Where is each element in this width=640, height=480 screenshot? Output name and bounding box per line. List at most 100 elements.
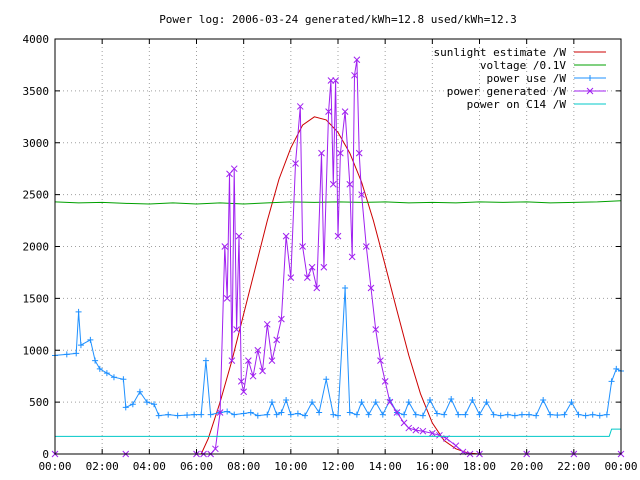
data-point	[120, 376, 127, 383]
data-point	[441, 411, 448, 418]
data-point	[504, 411, 511, 418]
data-point	[87, 336, 94, 343]
data-point	[287, 274, 295, 281]
data-point	[73, 350, 80, 357]
data-point	[589, 411, 596, 418]
data-point	[337, 149, 344, 157]
data-point	[249, 372, 257, 380]
series-layer	[51, 56, 625, 458]
data-point	[386, 398, 394, 406]
data-point	[268, 399, 275, 406]
data-point	[122, 404, 129, 411]
data-point	[303, 274, 311, 281]
data-point	[259, 367, 266, 375]
legend-item: power use /W	[487, 72, 606, 85]
data-point	[332, 77, 339, 84]
data-point	[568, 399, 575, 406]
data-point	[540, 397, 547, 404]
data-point	[379, 411, 386, 418]
legend-item: power generated /W	[447, 85, 606, 98]
data-point	[554, 412, 561, 419]
data-point	[278, 409, 285, 416]
y-tick-label: 2500	[23, 189, 50, 202]
data-point	[320, 263, 328, 271]
data-point	[103, 370, 110, 377]
data-point	[294, 410, 301, 417]
data-point	[325, 108, 332, 115]
data-point	[296, 103, 304, 110]
y-tick-label: 3000	[23, 137, 50, 150]
data-point	[428, 429, 436, 437]
axis-ticks: 0 500 1000 1500 2000 2500 3000 3500 4000 00:00 02:…	[23, 33, 638, 473]
series-line	[55, 59, 621, 455]
data-point	[353, 56, 361, 64]
y-tick-label: 3500	[23, 85, 50, 98]
data-point	[575, 411, 582, 418]
legend-marker	[586, 87, 594, 95]
data-point	[365, 411, 372, 418]
data-point	[346, 409, 353, 416]
data-point	[476, 411, 483, 418]
data-point	[75, 308, 82, 315]
data-point	[231, 411, 238, 418]
data-point	[313, 284, 321, 292]
x-tick-label: 02:00	[86, 460, 119, 473]
data-point	[533, 412, 540, 419]
data-point	[287, 411, 294, 418]
data-point	[608, 378, 615, 385]
data-point	[367, 284, 375, 292]
data-point	[377, 357, 384, 364]
data-point	[455, 411, 462, 418]
data-point	[237, 378, 245, 385]
x-tick-label: 16:00	[416, 460, 449, 473]
data-point	[355, 149, 363, 157]
data-point	[412, 411, 419, 418]
data-point	[191, 411, 198, 418]
data-point	[561, 411, 568, 418]
data-point	[327, 77, 335, 84]
legend-label: power on C14 /W	[467, 98, 567, 111]
data-point	[278, 315, 285, 323]
data-point	[245, 357, 252, 364]
data-point	[129, 401, 136, 408]
data-point	[393, 409, 401, 416]
x-tick-label: 14:00	[369, 460, 402, 473]
data-point	[518, 411, 525, 418]
data-point	[329, 180, 337, 188]
data-point	[348, 253, 356, 261]
data-point	[233, 326, 240, 333]
data-point	[247, 409, 254, 416]
series-3	[52, 285, 624, 419]
legend-label: power generated /W	[447, 85, 567, 98]
data-point	[362, 243, 370, 250]
data-point	[405, 399, 412, 406]
x-tick-label: 06:00	[180, 460, 213, 473]
x-tick-label: 00:00	[604, 460, 637, 473]
data-point	[228, 357, 236, 364]
data-point	[198, 411, 205, 418]
y-tick-label: 1000	[23, 344, 50, 357]
data-point	[273, 336, 281, 344]
data-point	[96, 365, 103, 372]
data-point	[77, 342, 84, 349]
legend-item: sunlight estimate /W	[434, 46, 606, 59]
data-point	[603, 411, 610, 418]
plot-frame	[54, 38, 622, 455]
data-point	[405, 424, 413, 432]
data-point	[202, 357, 209, 364]
data-point	[330, 411, 337, 418]
series-2	[54, 200, 622, 205]
data-point	[165, 411, 172, 418]
data-point	[341, 108, 349, 115]
data-point	[346, 180, 354, 188]
y-tick-label: 0	[42, 448, 49, 461]
data-point	[358, 399, 365, 406]
data-point	[469, 397, 476, 404]
data-point	[92, 357, 99, 364]
data-point	[254, 412, 261, 419]
data-point	[335, 412, 341, 419]
x-tick-label: 22:00	[557, 460, 590, 473]
chart-title: Power log: 2006-03-24 generated/kWh=12.8…	[159, 13, 517, 26]
y-tick-label: 4000	[23, 33, 50, 46]
